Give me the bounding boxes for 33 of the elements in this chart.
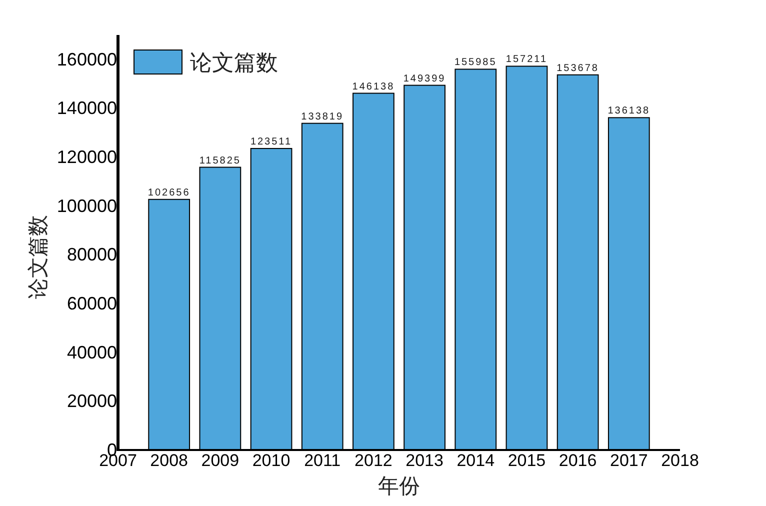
y-tick-label: 20000 <box>66 391 117 412</box>
data-label: 155985 <box>454 57 497 68</box>
x-tick-label: 2012 <box>354 451 392 470</box>
y-tick-label: 80000 <box>66 244 117 265</box>
data-label: 146138 <box>352 81 395 92</box>
x-tick-label: 2009 <box>201 451 240 470</box>
data-label: 123511 <box>250 136 292 148</box>
y-axis-title: 论文篇数 <box>26 215 50 299</box>
data-label: 157211 <box>506 54 548 66</box>
y-tick-label: 120000 <box>56 147 117 168</box>
y-tick-label: 100000 <box>56 196 117 216</box>
x-tick-label: 2010 <box>252 451 290 470</box>
x-tick-label: 2013 <box>406 451 444 470</box>
y-tick-label: 60000 <box>66 294 117 314</box>
legend-label: 论文篇数 <box>190 50 278 75</box>
y-tick-label: 40000 <box>66 342 117 362</box>
x-tick-label: 2016 <box>558 451 597 470</box>
legend: 论文篇数 <box>134 50 278 75</box>
data-label: 102656 <box>148 187 190 198</box>
x-axis-title: 年份 <box>378 474 420 498</box>
data-label: 115825 <box>199 155 241 166</box>
data-label: 149399 <box>403 73 446 84</box>
data-label: 136138 <box>608 106 650 117</box>
x-tick-label: 2014 <box>456 451 495 470</box>
data-label: 153678 <box>556 62 600 74</box>
data-label: 133819 <box>301 111 344 122</box>
y-tick-label: 140000 <box>56 98 117 118</box>
x-tick-label: 2008 <box>150 451 188 470</box>
x-tick-label: 2015 <box>508 451 546 470</box>
x-tick-label: 2011 <box>304 451 341 470</box>
x-tick-label: 2018 <box>661 451 699 470</box>
x-tick-label: 2017 <box>610 451 648 470</box>
y-tick-label: 160000 <box>56 49 117 70</box>
